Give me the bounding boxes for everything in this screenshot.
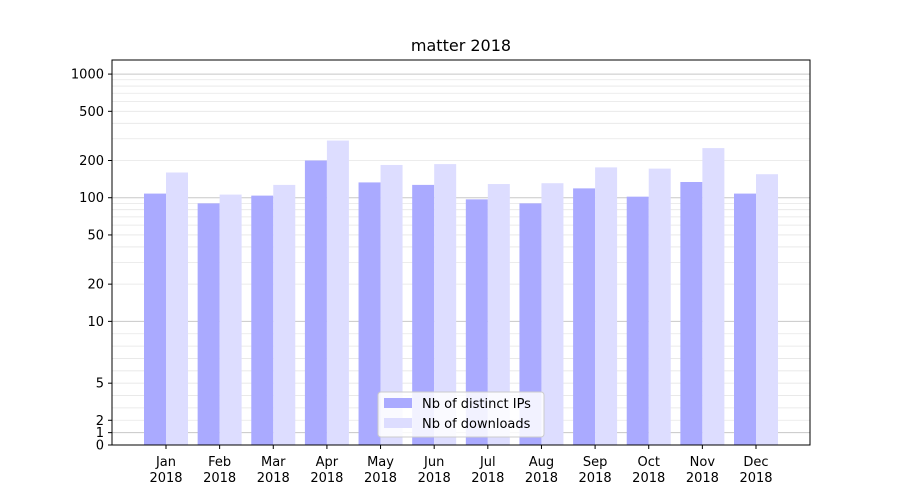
x-tick-label-year: 2018 bbox=[471, 471, 504, 486]
y-tick-label: 100 bbox=[79, 191, 104, 206]
x-tick-label-month: Jul bbox=[479, 455, 496, 470]
bar-distinct-ips bbox=[465, 199, 488, 445]
bar-downloads bbox=[756, 174, 778, 445]
bar-distinct-ips bbox=[519, 203, 542, 445]
bar-downloads bbox=[219, 194, 242, 445]
x-tick-label-year: 2018 bbox=[739, 471, 772, 486]
bar-distinct-ips bbox=[412, 184, 435, 445]
y-tick-label: 200 bbox=[79, 154, 104, 169]
y-tick-label: 1 bbox=[96, 426, 104, 441]
y-tick-label: 10 bbox=[87, 315, 104, 330]
y-tick-label: 0 bbox=[96, 439, 104, 454]
x-tick-label-year: 2018 bbox=[203, 471, 236, 486]
bar-distinct-ips bbox=[680, 182, 703, 445]
bar-downloads bbox=[166, 172, 188, 446]
bar-downloads bbox=[326, 140, 349, 445]
x-tick-label-year: 2018 bbox=[579, 471, 612, 486]
bar-distinct-ips bbox=[358, 182, 381, 445]
legend-box bbox=[377, 391, 545, 438]
bar-downloads bbox=[487, 184, 510, 446]
x-tick-label-year: 2018 bbox=[364, 471, 397, 486]
x-tick-label-year: 2018 bbox=[310, 471, 343, 486]
x-axis: Jan2018Feb2018Mar2018Apr2018May2018Jun20… bbox=[149, 445, 773, 486]
bar-downloads bbox=[648, 168, 671, 445]
x-tick-label-month: Aug bbox=[529, 455, 554, 470]
bar-downloads bbox=[541, 183, 564, 445]
legend: Nb of distinct IPs Nb of downloads bbox=[377, 391, 545, 438]
bar-downloads bbox=[702, 148, 725, 445]
bar-downloads bbox=[434, 164, 457, 446]
x-tick-label-month: Dec bbox=[743, 455, 768, 470]
legend-label: Nb of downloads bbox=[422, 417, 531, 432]
x-tick-label-month: Feb bbox=[208, 455, 231, 470]
bar-distinct-ips bbox=[573, 188, 596, 445]
bar-downloads bbox=[595, 167, 618, 445]
y-tick-label: 5 bbox=[96, 377, 104, 392]
x-tick-label-year: 2018 bbox=[418, 471, 451, 486]
y-axis: 012 5 10 20 50 100 200 500 1000 bbox=[71, 68, 112, 454]
x-tick-label-month: Apr bbox=[316, 455, 339, 470]
y-tick-label: 1000 bbox=[71, 68, 104, 83]
bars bbox=[144, 140, 778, 446]
x-tick-label-month: Jan bbox=[155, 455, 176, 470]
bar-distinct-ips bbox=[626, 196, 649, 445]
legend-label: Nb of distinct IPs bbox=[422, 397, 531, 412]
legend-swatch bbox=[384, 418, 412, 428]
bar-distinct-ips bbox=[197, 203, 220, 445]
plot-frame bbox=[111, 59, 811, 446]
x-tick-label-month: Oct bbox=[637, 455, 659, 470]
bar-distinct-ips bbox=[144, 193, 166, 445]
y-tick-label: 2 bbox=[96, 414, 104, 429]
x-tick-label-year: 2018 bbox=[686, 471, 719, 486]
x-tick-label-month: Jun bbox=[423, 455, 444, 470]
bar-downloads bbox=[380, 164, 403, 445]
x-tick-label-month: Mar bbox=[261, 455, 286, 470]
x-tick-label-year: 2018 bbox=[525, 471, 558, 486]
y-tick-label: 50 bbox=[87, 228, 104, 243]
bar-distinct-ips bbox=[304, 160, 327, 445]
x-tick-label-year: 2018 bbox=[257, 471, 290, 486]
bar-distinct-ips bbox=[734, 193, 756, 445]
x-tick-label-month: Nov bbox=[690, 455, 716, 470]
bar-distinct-ips bbox=[251, 195, 274, 445]
legend-swatch bbox=[384, 398, 412, 408]
bar-downloads bbox=[273, 184, 296, 445]
x-tick-label-month: May bbox=[367, 455, 394, 470]
y-tick-label: 20 bbox=[87, 278, 104, 293]
x-tick-label-year: 2018 bbox=[149, 471, 182, 486]
x-tick-label-month: Sep bbox=[583, 455, 608, 470]
x-tick-label-year: 2018 bbox=[632, 471, 665, 486]
chart-title: matter 2018 bbox=[411, 36, 511, 55]
y-tick-label: 500 bbox=[79, 105, 104, 120]
